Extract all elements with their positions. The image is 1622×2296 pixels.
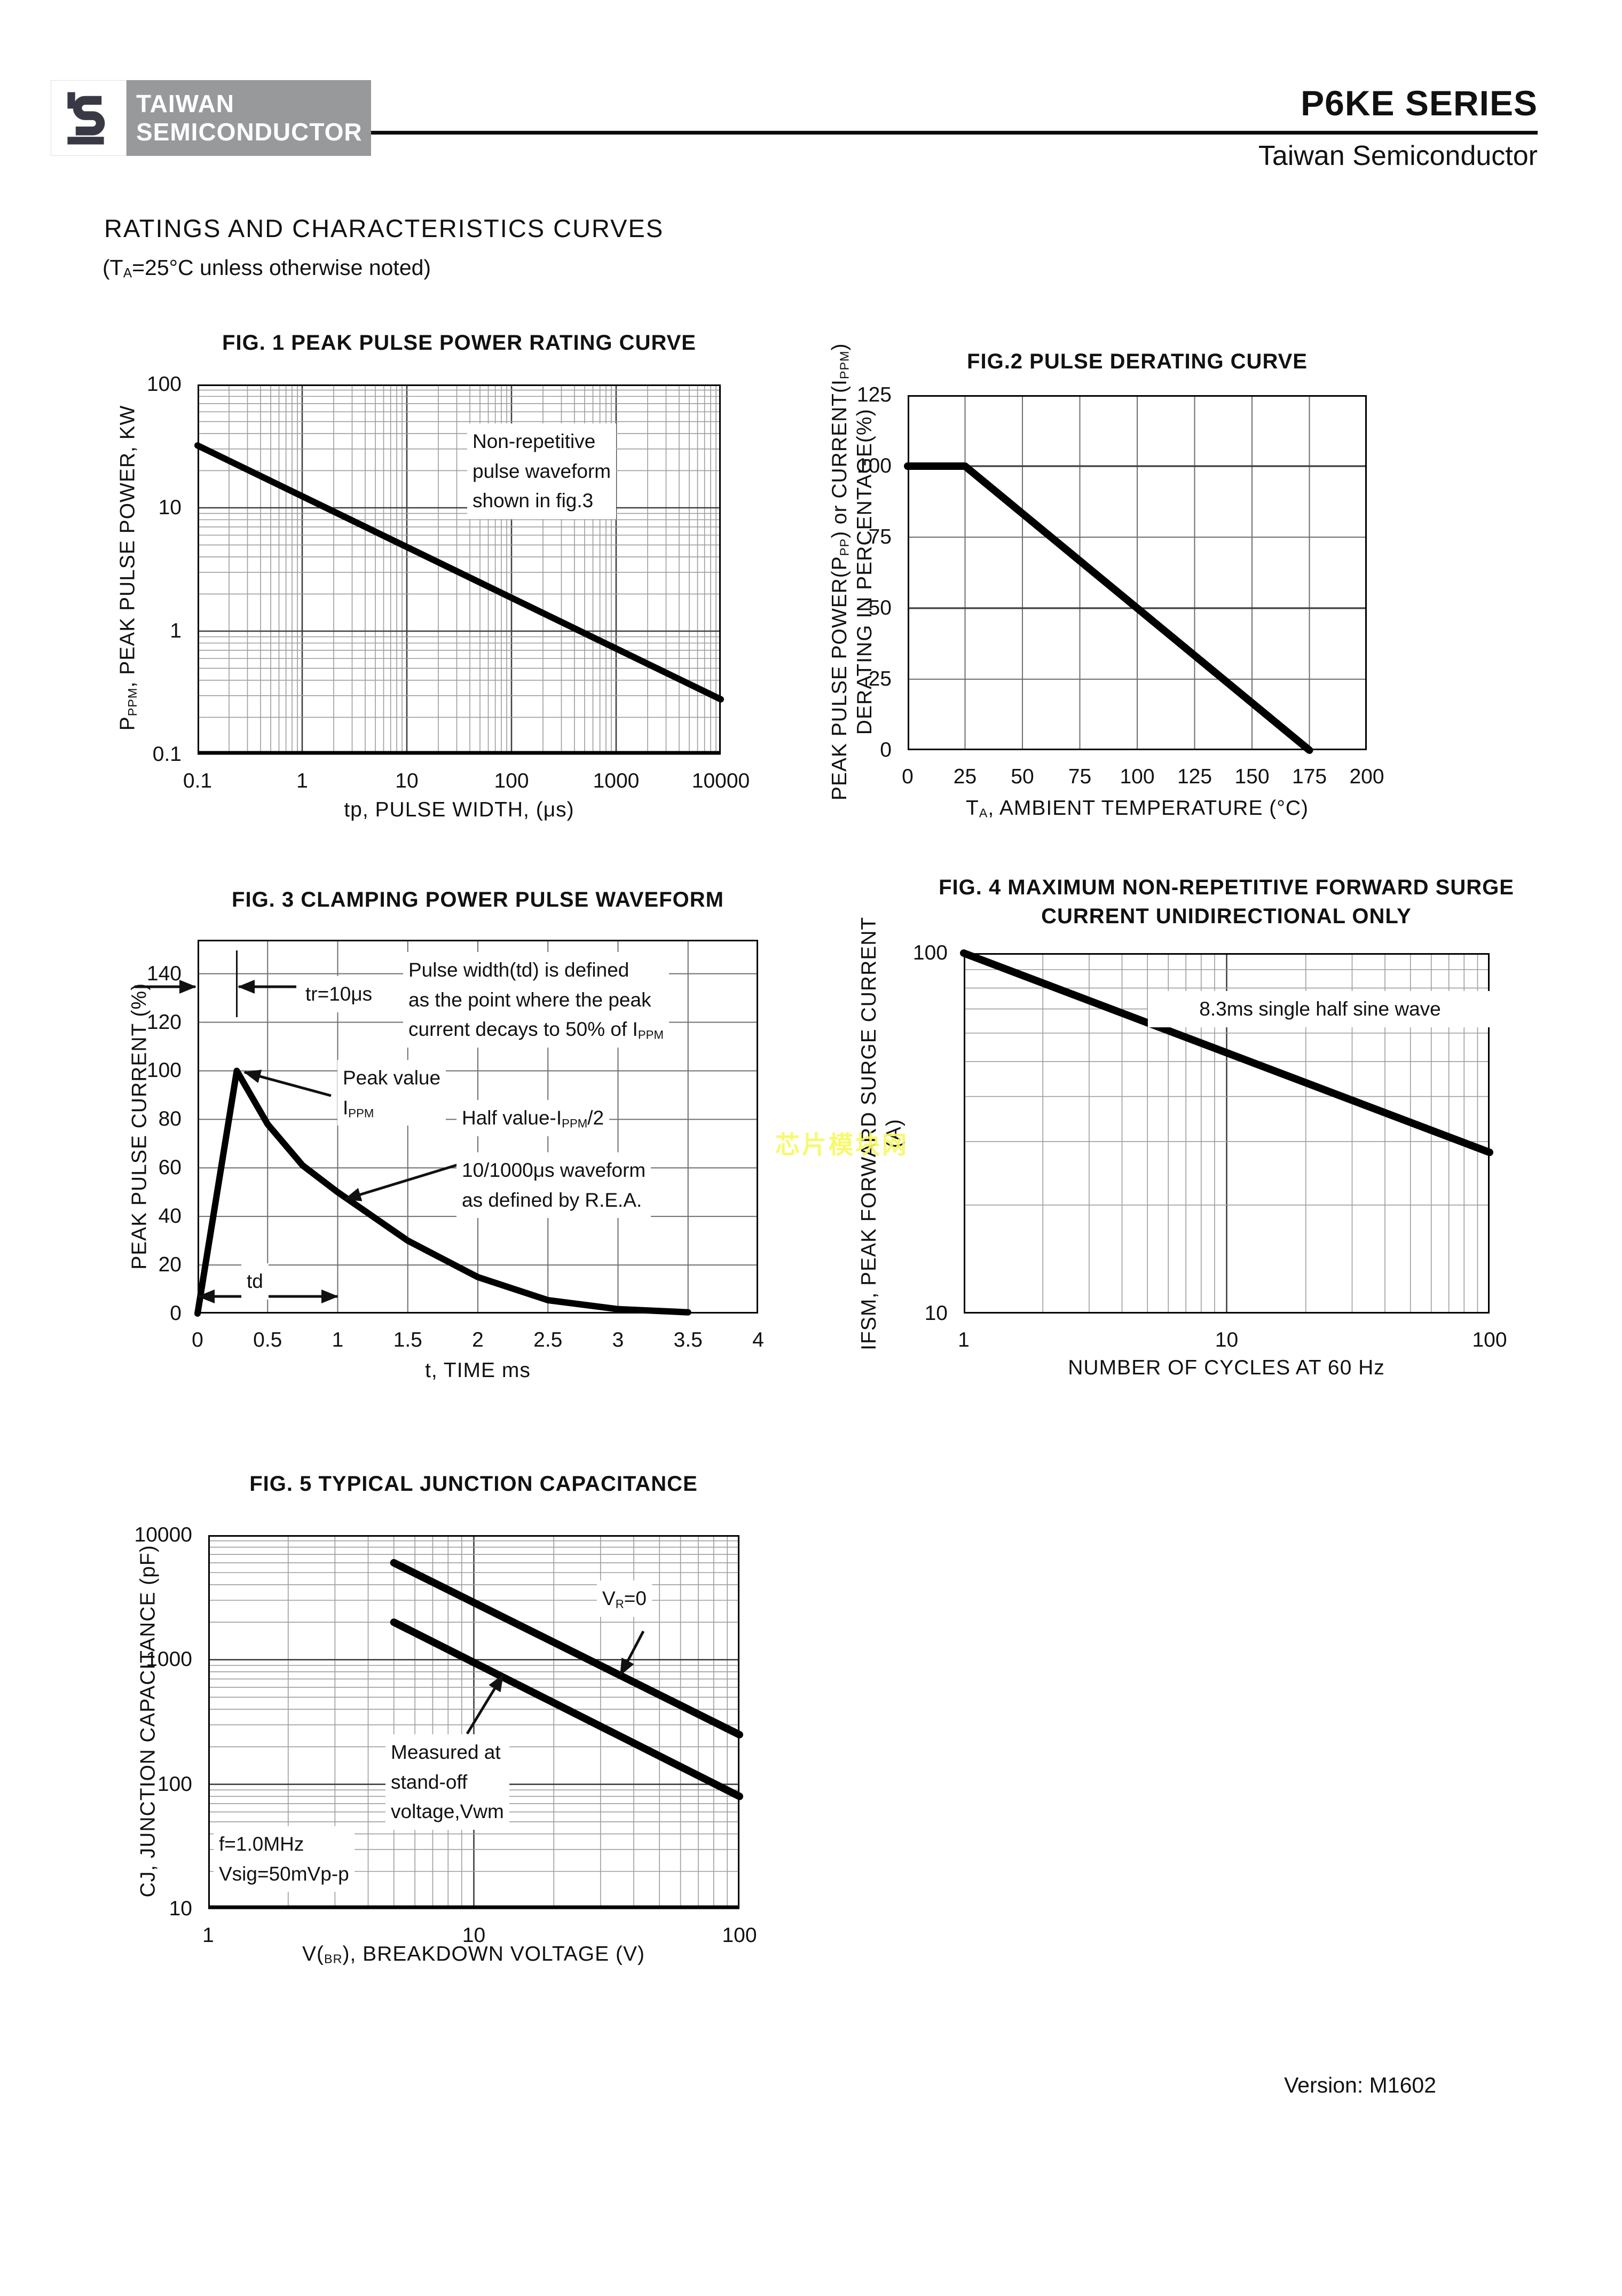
section-title: RATINGS AND CHARACTERISTICS CURVES — [104, 214, 664, 242]
fig4-note: 8.3ms single half sine wave — [1148, 991, 1492, 1027]
fig3-pulse-width-note: Pulse width(td) is defined as the point w… — [403, 952, 669, 1048]
x-tick-label: 10 — [462, 1924, 486, 1947]
y-tick-label: 0 — [170, 1302, 182, 1325]
fig2-plot — [904, 395, 1367, 754]
fig2-x-axis-label: TA, AMBIENT TEMPERATURE (°C) — [965, 797, 1309, 820]
y-tick-label: 100 — [146, 1059, 182, 1082]
y-tick-label: 60 — [158, 1156, 182, 1180]
x-tick-label: 100 — [1472, 1328, 1507, 1351]
x-tick-label: 75 — [1068, 765, 1092, 788]
footer-version: Version: M1602 — [1284, 2073, 1436, 2097]
x-tick-label: 0 — [192, 1328, 203, 1351]
x-tick-label: 2 — [472, 1328, 484, 1351]
y-tick-label: 140 — [146, 962, 182, 985]
y-tick-label: 75 — [868, 525, 892, 548]
y-tick-label: 100 — [146, 373, 182, 396]
x-tick-label: 10000 — [691, 769, 750, 792]
x-tick-label: 3.5 — [673, 1328, 703, 1351]
company-name: Taiwan Semiconductor — [1258, 140, 1538, 171]
fig2-y-axis-label: PEAK PULSE POWER(PPP) or CURRENT(IPPM) DE… — [828, 343, 876, 801]
logo-line2: SEMICONDUCTOR — [136, 118, 363, 146]
x-tick-label: 150 — [1234, 765, 1270, 788]
y-tick-label: 100 — [912, 941, 948, 964]
y-tick-label: 20 — [158, 1253, 182, 1277]
x-tick-label: 1 — [958, 1328, 970, 1351]
x-tick-label: 0 — [902, 765, 914, 788]
fig3-title: FIG. 3 CLAMPING POWER PULSE WAVEFORM — [232, 888, 724, 911]
fig5-measured-note: Measured at stand-off voltage,Vwm — [385, 1734, 509, 1830]
x-tick-label: 1 — [296, 769, 308, 792]
x-tick-label: 1000 — [593, 769, 640, 792]
fig4-x-axis-label: NUMBER OF CYCLES AT 60 Hz — [1068, 1356, 1385, 1379]
fig3-td-label: td — [241, 1263, 269, 1300]
logo-ts-glyph — [67, 92, 105, 145]
fig5-vr-label: VR=0 — [597, 1581, 652, 1617]
y-tick-label: 10000 — [134, 1523, 192, 1546]
watermark-text: 芯片模块网 — [775, 1131, 909, 1159]
company-logo: TAIWAN SEMICONDUCTOR — [51, 80, 371, 156]
y-tick-label: 0 — [880, 738, 892, 761]
logo-wordmark: TAIWAN SEMICONDUCTOR — [127, 80, 371, 156]
fig3-peak-value-label: Peak value IPPM — [337, 1060, 446, 1126]
x-tick-label: 200 — [1349, 765, 1384, 788]
x-tick-label: 175 — [1292, 765, 1327, 788]
y-tick-label: 1000 — [146, 1648, 192, 1671]
fig5-y-axis-label: CJ, JUNCTION CAPACITANCE (pF) — [136, 1545, 160, 1898]
fig3-x-axis-label: t, TIME ms — [425, 1359, 531, 1382]
x-tick-label: 100 — [494, 769, 529, 792]
section-condition: (TA=25°C unless otherwise noted) — [103, 255, 431, 281]
fig4-title: FIG. 4 MAXIMUM NON-REPETITIVE FORWARD SU… — [939, 876, 1514, 928]
y-tick-label: 10 — [924, 1302, 948, 1325]
y-tick-label: 40 — [158, 1205, 182, 1228]
y-tick-label: 80 — [158, 1107, 182, 1131]
fig2-title: FIG.2 PULSE DERATING CURVE — [967, 350, 1308, 373]
y-tick-label: 10 — [158, 496, 182, 519]
logo-line1: TAIWAN — [136, 90, 235, 118]
fig3-half-value-label: Half value-IPPM/2 — [456, 1100, 610, 1136]
fig1-title: FIG. 1 PEAK PULSE POWER RATING CURVE — [222, 331, 696, 355]
fig5-x-axis-label: V(BR), BREAKDOWN VOLTAGE (V) — [302, 1943, 645, 1966]
x-tick-label: 0.1 — [183, 769, 212, 792]
fig1-plot — [194, 384, 724, 755]
x-tick-label: 10 — [1215, 1328, 1239, 1351]
fig1-note: Non-repetitive pulse waveform shown in fig… — [467, 423, 617, 519]
logo-ts-icon — [51, 80, 127, 156]
x-tick-label: 4 — [752, 1328, 764, 1351]
y-tick-label: 50 — [868, 596, 892, 619]
y-tick-label: 0.1 — [152, 743, 182, 766]
header-rule — [371, 131, 1538, 135]
y-tick-label: 120 — [146, 1010, 182, 1034]
series-title: P6KE SERIES — [1301, 83, 1538, 123]
y-tick-label: 10 — [169, 1897, 192, 1920]
x-tick-label: 100 — [722, 1924, 757, 1947]
fig3-rea-note: 10/1000μs waveform as defined by R.E.A. — [456, 1152, 651, 1218]
x-tick-label: 50 — [1011, 765, 1034, 788]
x-tick-label: 0.5 — [253, 1328, 282, 1351]
fig5-title: FIG. 5 TYPICAL JUNCTION CAPACITANCE — [249, 1472, 698, 1496]
y-tick-label: 100 — [157, 1772, 192, 1796]
y-tick-label: 125 — [856, 383, 892, 406]
x-tick-label: 3 — [612, 1328, 624, 1351]
x-tick-label: 25 — [953, 765, 977, 788]
fig1-y-axis-label: PPPM, PEAK PULSE POWER, KW — [116, 405, 140, 731]
y-tick-label: 1 — [170, 619, 182, 642]
x-tick-label: 1 — [332, 1328, 344, 1351]
fig1-x-axis-label: tp, PULSE WIDTH, (μs) — [344, 798, 574, 821]
x-tick-label: 1 — [202, 1924, 214, 1947]
x-tick-label: 100 — [1120, 765, 1155, 788]
y-tick-label: 25 — [868, 667, 892, 690]
fig3-tr-label: tr=10μs — [300, 976, 378, 1012]
x-tick-label: 10 — [395, 769, 419, 792]
x-tick-label: 2.5 — [533, 1328, 563, 1351]
x-tick-label: 125 — [1177, 765, 1212, 788]
x-tick-label: 1.5 — [393, 1328, 422, 1351]
fig5-condition-note: f=1.0MHz Vsig=50mVp-p — [214, 1826, 355, 1892]
y-tick-label: 100 — [856, 454, 892, 477]
